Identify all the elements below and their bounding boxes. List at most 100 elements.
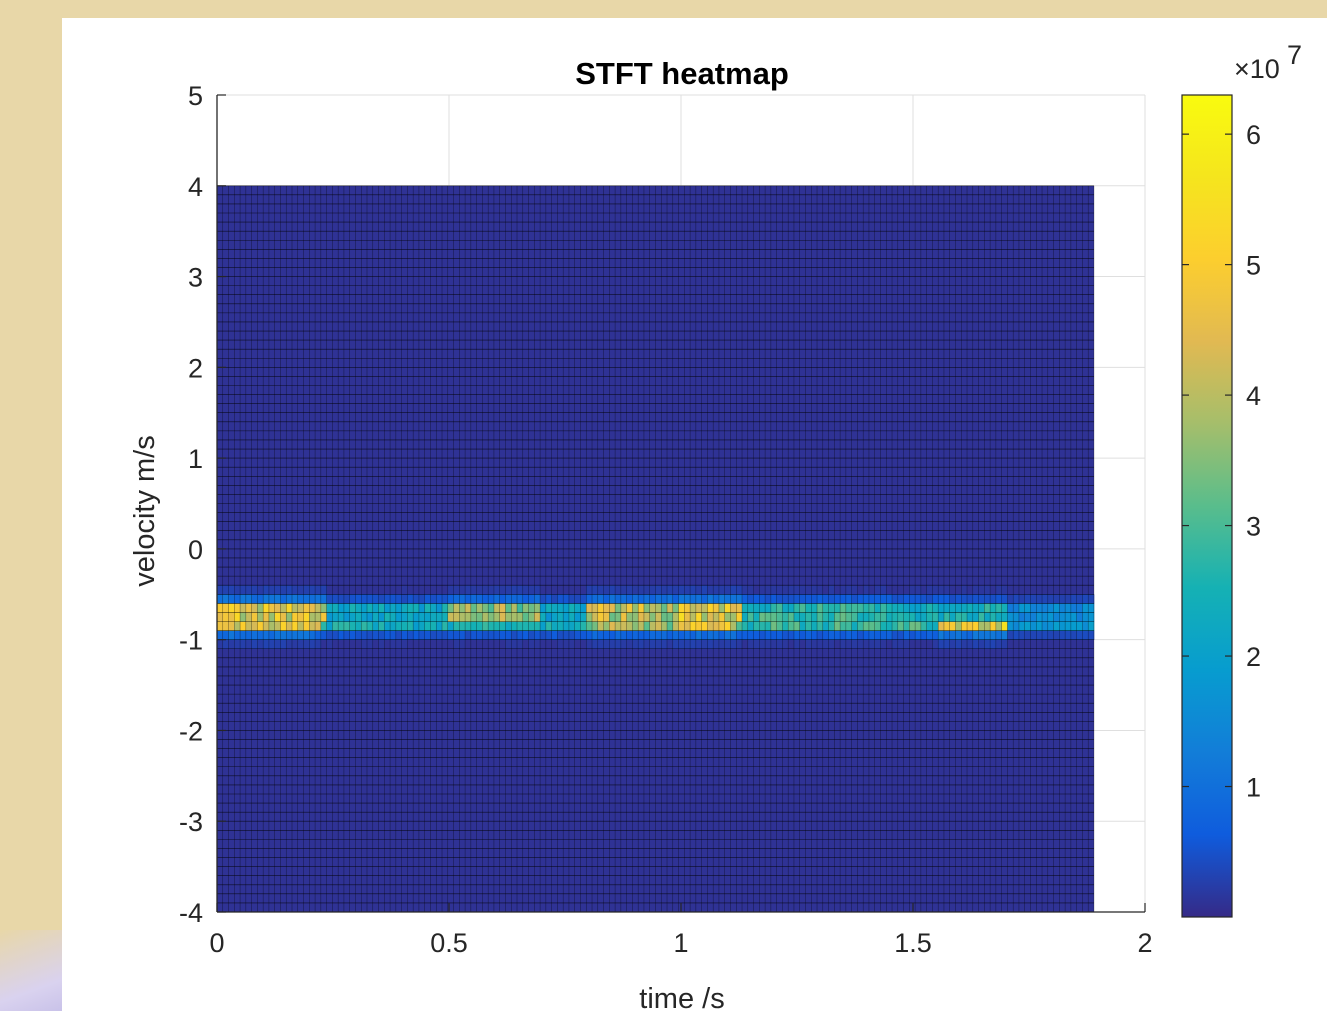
heatmap-cell <box>517 603 524 613</box>
heatmap-cell <box>938 621 945 631</box>
heatmap-cell <box>1065 630 1072 640</box>
heatmap-cell <box>447 594 454 604</box>
heatmap-cell <box>1013 594 1020 604</box>
heatmap-cell <box>442 612 449 622</box>
heatmap-cell <box>655 639 662 650</box>
heatmap-cell <box>609 630 616 640</box>
heatmap-cell <box>874 621 881 631</box>
heatmap-cell <box>326 594 333 604</box>
heatmap-cell <box>759 612 766 622</box>
heatmap-cell <box>765 612 772 622</box>
heatmap-cell <box>672 621 679 631</box>
heatmap-cell <box>355 612 362 622</box>
heatmap-cell <box>926 585 933 595</box>
heatmap-cell <box>955 603 962 613</box>
heatmap-cell <box>430 594 437 604</box>
heatmap-cell <box>990 612 997 622</box>
heatmap-cell <box>413 603 420 613</box>
heatmap-cell <box>447 603 454 613</box>
heatmap-cell <box>949 639 956 650</box>
heatmap-cell <box>1036 603 1043 613</box>
heatmap-cell <box>326 603 333 613</box>
heatmap-cell <box>1030 612 1037 622</box>
heatmap-cell <box>684 585 691 595</box>
heatmap-cell <box>517 594 524 604</box>
heatmap-cell <box>315 621 322 631</box>
heatmap-cell <box>845 603 852 613</box>
heatmap-cell <box>470 612 477 622</box>
heatmap-cell <box>378 621 385 631</box>
heatmap-cell <box>1024 594 1031 604</box>
heatmap-cell <box>903 630 910 640</box>
colorbar-tick-label: 3 <box>1246 512 1261 542</box>
heatmap-cell <box>615 639 622 650</box>
heatmap-cell <box>418 621 426 631</box>
heatmap-cell <box>620 594 627 604</box>
heatmap-cell <box>332 621 339 631</box>
heatmap-cell <box>367 612 374 622</box>
heatmap-cell <box>736 594 743 604</box>
heatmap-cell <box>695 639 702 650</box>
heatmap-cell <box>672 603 679 613</box>
heatmap-cell <box>413 621 420 631</box>
heatmap-cell <box>234 594 241 604</box>
heatmap-cell <box>234 603 241 613</box>
heatmap-cell <box>493 585 501 595</box>
heatmap-cell <box>349 621 356 631</box>
heatmap-cell <box>309 630 316 640</box>
heatmap-cell <box>822 603 829 613</box>
heatmap-cell <box>707 585 714 595</box>
heatmap-cell <box>1065 621 1072 631</box>
heatmap-cell <box>597 630 604 640</box>
heatmap-cell <box>274 612 281 622</box>
heatmap-cell <box>297 594 304 604</box>
heatmap-cell <box>626 630 633 640</box>
heatmap-cell <box>638 630 645 640</box>
heatmap-cell <box>361 612 368 622</box>
heatmap-cell <box>534 639 541 650</box>
heatmap-cell <box>378 594 385 604</box>
heatmap-cell <box>1001 585 1008 595</box>
heatmap-cell <box>845 612 852 622</box>
heatmap-cell <box>967 612 974 622</box>
heatmap-cell <box>1030 621 1037 631</box>
heatmap-cell <box>436 621 443 631</box>
heatmap-cell <box>286 594 293 604</box>
heatmap-cell <box>343 594 350 604</box>
heatmap-cell <box>292 585 299 595</box>
heatmap-cell <box>228 594 235 604</box>
heatmap-cell <box>263 585 270 595</box>
heatmap-cell <box>695 621 702 631</box>
heatmap-cell <box>470 603 477 613</box>
heatmap-cell <box>915 603 922 613</box>
heatmap-cell <box>309 612 316 622</box>
heatmap-cell <box>482 603 489 613</box>
heatmap-cell <box>695 630 702 640</box>
heatmap-cell <box>268 630 275 640</box>
heatmap-cell <box>1053 630 1060 640</box>
heatmap-cell <box>557 612 564 622</box>
heatmap-cell <box>499 630 506 640</box>
heatmap-cell <box>776 585 783 595</box>
heatmap-cell <box>315 603 322 613</box>
heatmap-cell <box>811 612 818 622</box>
heatmap-cell <box>384 594 391 604</box>
heatmap-cell <box>320 612 327 622</box>
heatmap-cell <box>401 603 408 613</box>
heatmap-cell <box>632 630 639 640</box>
heatmap-cell <box>851 603 858 613</box>
heatmap-cell <box>442 594 449 604</box>
heatmap-cell <box>1088 630 1095 640</box>
heatmap-cell <box>586 603 593 613</box>
heatmap-cell <box>840 585 847 595</box>
heatmap-cell <box>690 585 697 595</box>
heatmap-cell <box>257 612 264 622</box>
heatmap-cell <box>488 621 495 631</box>
heatmap-cell <box>707 630 714 640</box>
heatmap-cell <box>257 621 264 631</box>
heatmap-cell <box>857 621 864 631</box>
heatmap-cell <box>949 594 956 604</box>
heatmap-cell <box>788 621 795 631</box>
heatmap-cell <box>234 621 241 631</box>
heatmap-cell <box>390 603 397 613</box>
